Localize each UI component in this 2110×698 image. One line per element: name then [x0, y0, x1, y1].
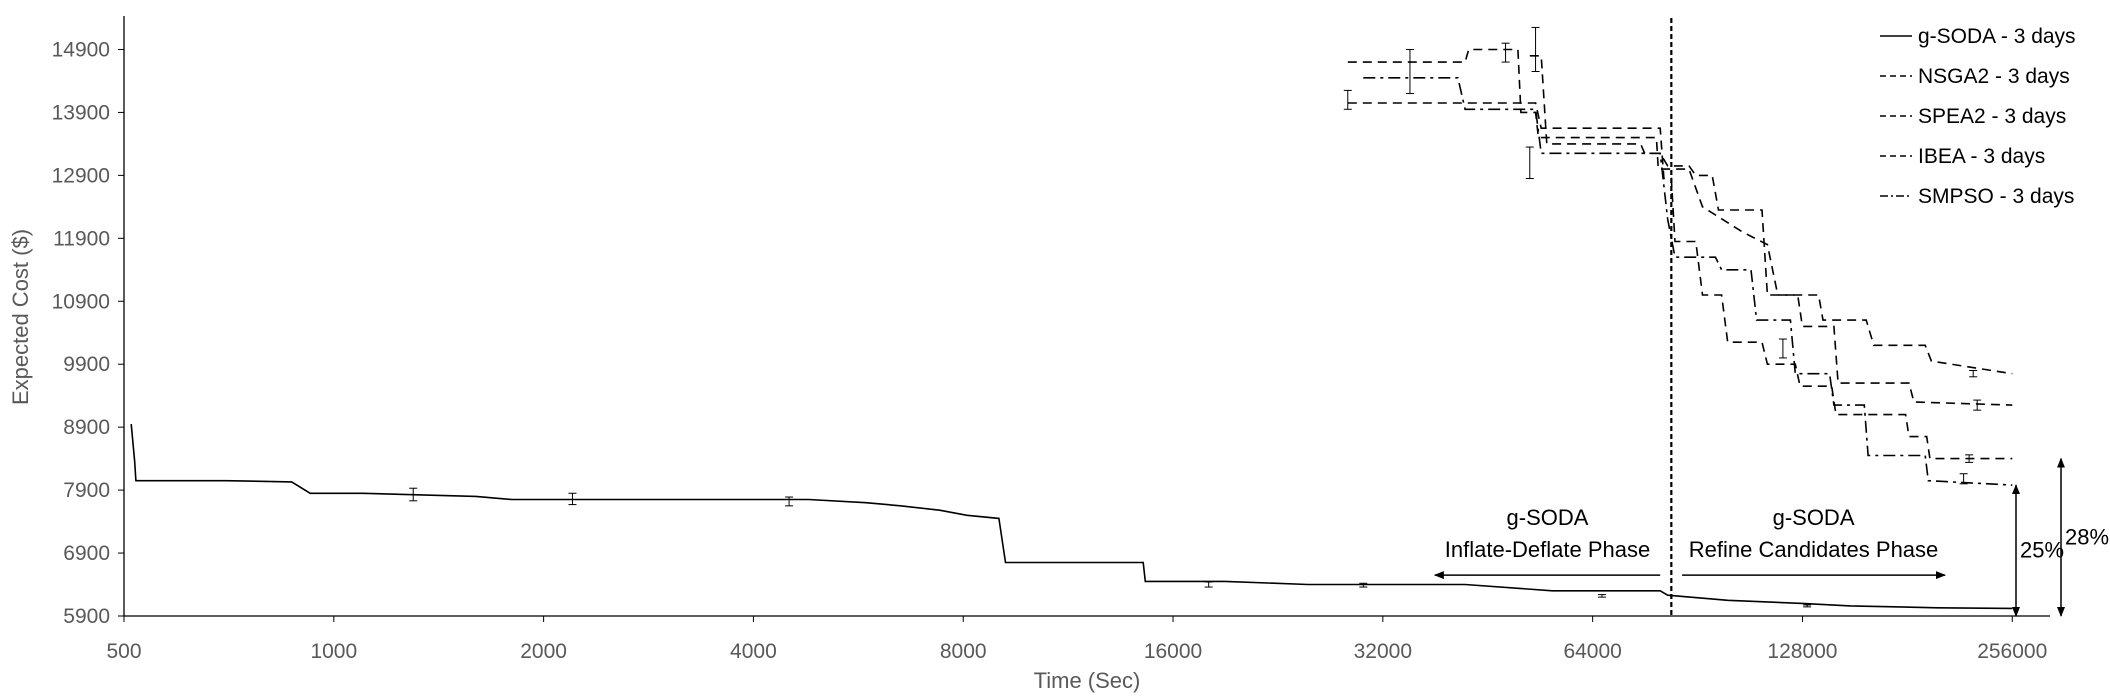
series-1 [1347, 42, 2013, 378]
y-tick-label-7: 12900 [52, 164, 110, 187]
y-tick-label-5: 10900 [52, 290, 110, 313]
series-0 [130, 423, 2013, 610]
series-3 [1343, 89, 2013, 463]
x-tick-label-8: 128000 [1767, 640, 1837, 663]
series-line-0 [130, 423, 2013, 610]
y-tick-label-0: 5900 [63, 605, 110, 628]
legend-label-0: g-SODA - 3 days [1918, 25, 2076, 48]
x-tick-label-2: 2000 [520, 640, 567, 663]
series-2 [1529, 26, 2013, 411]
y-axis-title: Expected Cost ($) [8, 229, 33, 405]
series-line-4 [1363, 77, 2013, 486]
series-line-2 [1529, 55, 2013, 406]
legend-label-3: IBEA - 3 days [1918, 145, 2045, 168]
series-line-1 [1347, 48, 2013, 375]
pct28-label: 28% [2065, 524, 2109, 549]
legend-label-4: SMPSO - 3 days [1918, 185, 2074, 208]
legend-label-1: NSGA2 - 3 days [1918, 65, 2070, 88]
x-tick-label-0: 500 [106, 640, 141, 663]
inflate-phase-title: g-SODA [1507, 505, 1589, 530]
y-tick-label-6: 11900 [53, 227, 110, 250]
x-tick-label-7: 64000 [1563, 640, 1621, 663]
legend: g-SODA - 3 days NSGA2 - 3 days SPEA2 - 3 d… [1880, 25, 2076, 208]
y-tick-label-4: 9900 [63, 353, 110, 376]
y-tick-label-3: 8900 [63, 416, 110, 439]
refine-phase-subtitle: Refine Candidates Phase [1689, 537, 1939, 562]
y-tick-label-1: 6900 [63, 542, 110, 565]
series-4 [1363, 48, 2013, 486]
refine-phase-title: g-SODA [1773, 505, 1855, 530]
y-tick-label-2: 7900 [63, 479, 110, 502]
x-tick-label-4: 8000 [940, 640, 987, 663]
y-tick-label-8: 13900 [52, 101, 110, 124]
x-tick-label-9: 256000 [1977, 640, 2047, 663]
inflate-phase-subtitle: Inflate-Deflate Phase [1445, 537, 1650, 562]
legend-label-2: SPEA2 - 3 days [1918, 105, 2066, 128]
x-tick-label-6: 32000 [1354, 640, 1412, 663]
x-tick-label-3: 4000 [730, 640, 777, 663]
x-axis-title: Time (Sec) [1034, 668, 1141, 693]
series-line-3 [1347, 102, 2013, 460]
pct25-label: 25% [2020, 538, 2064, 563]
y-tick-label-9: 14900 [52, 38, 110, 61]
x-tick-label-1: 1000 [310, 640, 357, 663]
x-tick-label-5: 16000 [1144, 640, 1202, 663]
